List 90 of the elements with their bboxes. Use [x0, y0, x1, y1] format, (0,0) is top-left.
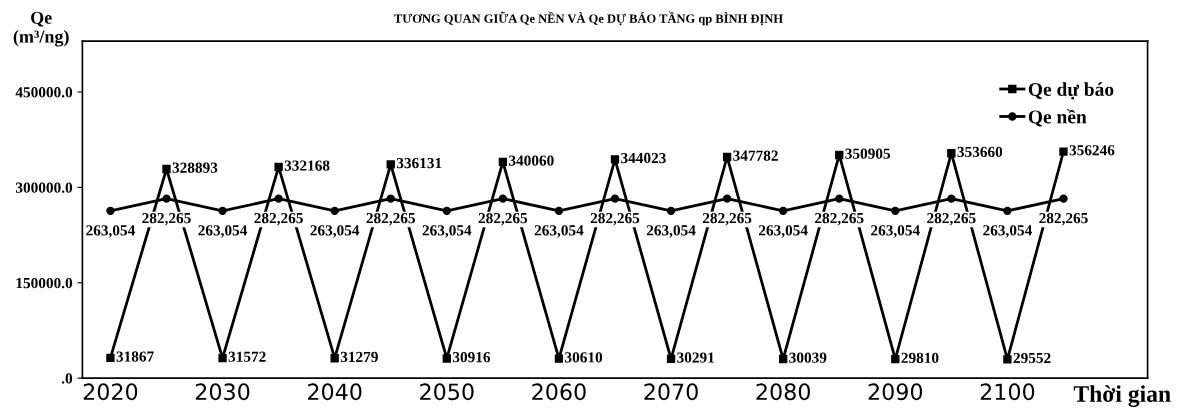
point — [218, 206, 227, 216]
y-axis-title: Qe (m³/ng) — [13, 11, 69, 47]
x-axis-title: Thời gian — [1073, 385, 1171, 407]
data-label: 356246 — [1069, 145, 1115, 156]
data-label: 263,054 — [646, 225, 696, 238]
data-label: 29810 — [901, 352, 939, 363]
data-label: 263,054 — [983, 225, 1032, 238]
x-tick-label: 2030 — [195, 383, 250, 401]
point — [1003, 206, 1012, 216]
x-tick-label: 2090 — [868, 383, 923, 401]
point — [498, 157, 508, 167]
point — [947, 194, 956, 203]
point — [218, 353, 227, 363]
data-label: 282,265 — [366, 212, 415, 226]
data-label: 282,265 — [815, 212, 864, 226]
point — [442, 354, 451, 363]
data-label: 31279 — [340, 351, 378, 363]
data-label: 263,054 — [871, 225, 920, 238]
point — [106, 353, 115, 363]
point — [779, 206, 788, 216]
data-label: 29552 — [1013, 352, 1051, 364]
point — [1059, 147, 1068, 156]
data-label: 30291 — [677, 352, 714, 363]
data-label: 282,265 — [702, 212, 752, 226]
data-label: 332168 — [284, 160, 330, 171]
point — [106, 206, 115, 216]
data-label: 347782 — [733, 150, 778, 161]
data-label: 263,054 — [534, 225, 584, 238]
point — [330, 206, 339, 216]
point — [274, 194, 283, 203]
point — [1003, 355, 1012, 364]
legend-label: Qe nền — [1028, 109, 1087, 127]
data-label: 263,054 — [198, 225, 248, 238]
data-label: 30039 — [789, 352, 827, 363]
point — [891, 206, 900, 216]
data-label: 328893 — [172, 162, 218, 173]
point — [386, 160, 395, 169]
data-label: 282,265 — [254, 212, 303, 226]
point — [722, 194, 732, 203]
point — [835, 150, 844, 160]
point — [891, 354, 900, 364]
x-tick-label: 2040 — [308, 383, 362, 401]
point — [947, 149, 956, 158]
data-label: 353660 — [957, 146, 1003, 158]
x-tick-label: 2080 — [756, 383, 810, 401]
point — [666, 354, 676, 364]
point — [835, 194, 844, 203]
chart-title: TƯƠNG QUAN GIỮA Qe NỀN VÀ Qe DỰ BÁO TẦNG qp BÌNH ĐỊNH — [394, 11, 783, 26]
data-label: 263,054 — [758, 225, 808, 238]
data-label: 282,265 — [927, 212, 976, 226]
point — [274, 162, 283, 172]
point — [442, 206, 451, 216]
point — [779, 354, 788, 364]
data-label: 282,265 — [590, 212, 640, 226]
point — [1059, 194, 1068, 203]
y-tick-label: 300000.0 — [15, 182, 73, 193]
data-label: 30610 — [565, 352, 603, 363]
point — [498, 194, 508, 203]
y-tick-label: .0 — [61, 373, 73, 384]
legend-label: Qe dự báo — [1028, 82, 1114, 100]
data-label: 350905 — [845, 148, 891, 159]
point — [554, 354, 564, 363]
point — [162, 164, 171, 174]
y-tick-label: 150000.0 — [16, 277, 73, 289]
data-label: 282,265 — [142, 212, 191, 226]
data-label: 340060 — [508, 155, 554, 166]
x-tick-label: 2070 — [644, 383, 698, 401]
x-tick-label: 2100 — [980, 383, 1035, 401]
data-label: 336131 — [396, 157, 442, 169]
data-label: 344023 — [621, 152, 666, 164]
data-label: 263,054 — [310, 225, 360, 238]
data-label: 263,054 — [422, 225, 472, 238]
data-label: 282,265 — [478, 212, 528, 226]
y-tick-label: 450000.0 — [15, 87, 73, 98]
data-label: 282,265 — [1039, 212, 1088, 226]
point — [330, 354, 339, 363]
point — [610, 194, 620, 203]
data-label: 31867 — [116, 351, 154, 362]
x-tick-label: 2050 — [420, 383, 474, 401]
point — [386, 194, 395, 203]
x-tick-label: 2060 — [532, 383, 586, 401]
data-label: 263,054 — [86, 225, 135, 238]
x-tick-label: 2020 — [83, 383, 138, 401]
point — [722, 152, 732, 162]
data-label: 30916 — [452, 351, 491, 363]
point — [610, 155, 620, 164]
point — [666, 206, 676, 216]
point — [554, 206, 564, 216]
point — [162, 194, 171, 203]
data-label: 31572 — [228, 351, 266, 362]
